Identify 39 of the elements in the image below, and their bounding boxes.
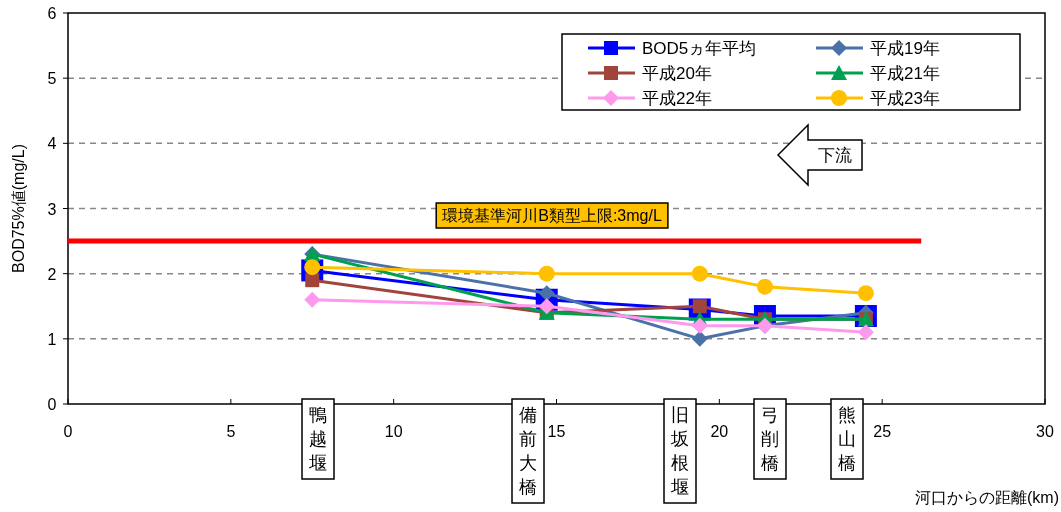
y-axis-title: BOD75%値(mg/L) bbox=[10, 144, 27, 273]
point bbox=[857, 324, 874, 341]
x-tick-label: 15 bbox=[547, 423, 566, 440]
point bbox=[304, 291, 321, 308]
legend-label: 平成23年 bbox=[870, 89, 940, 108]
point bbox=[691, 317, 708, 334]
legend-label: BOD5ヵ年平均 bbox=[642, 39, 757, 58]
y-tick-label: 0 bbox=[47, 396, 57, 413]
x-tick-label: 20 bbox=[710, 423, 729, 440]
text: 備前大橋 bbox=[519, 405, 537, 497]
text: 旧坂根堰 bbox=[670, 405, 689, 497]
y-tick-label: 2 bbox=[47, 265, 57, 283]
x-tick-label: 10 bbox=[384, 423, 403, 440]
legend-label: 平成20年 bbox=[642, 64, 712, 83]
text: 鴨越堰 bbox=[308, 405, 327, 473]
y-tick-label: 5 bbox=[47, 70, 57, 88]
point bbox=[691, 265, 708, 282]
x-tick-label: 30 bbox=[1036, 423, 1054, 440]
y-tick-label: 6 bbox=[47, 5, 57, 22]
annotation: 環境基準河川B類型上限:3mg/L bbox=[442, 207, 662, 224]
point bbox=[305, 273, 320, 288]
x-axis-title: 河口からの距離(km) bbox=[915, 489, 1059, 506]
point bbox=[691, 330, 708, 347]
point bbox=[756, 278, 773, 295]
text: 熊山橋 bbox=[838, 405, 856, 473]
annotation: 下流 bbox=[818, 146, 852, 165]
legend-label: 平成21年 bbox=[870, 64, 940, 83]
point bbox=[857, 285, 874, 302]
point bbox=[538, 265, 555, 282]
legend-label: 平成22年 bbox=[642, 89, 712, 108]
text: 弓削橋 bbox=[761, 405, 779, 473]
y-tick-label: 3 bbox=[47, 200, 57, 218]
legend-label: 平成19年 bbox=[870, 39, 940, 58]
y-tick-label: 1 bbox=[47, 330, 57, 348]
y-tick-label: 4 bbox=[47, 135, 57, 153]
x-tick-label: 25 bbox=[873, 423, 892, 440]
x-tick-label: 0 bbox=[63, 423, 73, 440]
arrow-downstream: 下流 bbox=[776, 123, 863, 187]
x-tick-label: 5 bbox=[226, 423, 236, 440]
